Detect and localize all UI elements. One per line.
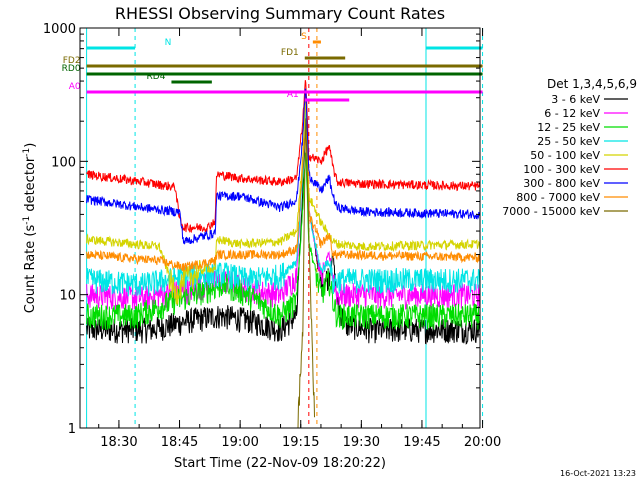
x-tick-label-5: 19:45: [403, 435, 440, 450]
series-line-2: [86, 152, 481, 330]
y-tick-label-0: 1: [68, 422, 76, 437]
y-tick-label-1: 10: [59, 289, 76, 304]
flag-label-5: RD4: [147, 72, 166, 82]
series-line-1: [86, 100, 481, 313]
y-axis-label-main: Count Rate (s: [23, 225, 38, 314]
legend-entry-2: 12 - 25 keV: [537, 121, 600, 134]
series-line-7: [86, 125, 481, 272]
legend-entry-6: 300 - 800 keV: [523, 177, 600, 190]
y-axis-label: Count Rate (s-1 detector-1): [22, 143, 38, 314]
series-line-6: [86, 88, 481, 245]
series-line-3: [86, 110, 481, 297]
flag-label-7: A1: [287, 90, 299, 100]
legend-entry-4: 50 - 100 keV: [530, 149, 600, 162]
x-tick-label-6: 20:00: [464, 435, 501, 450]
y-axis-label-mid: detector: [23, 156, 38, 216]
legend-entry-5: 100 - 300 keV: [523, 163, 600, 176]
series-line-8: [297, 118, 315, 429]
plot-area: [86, 28, 484, 429]
legend-entry-0: 3 - 6 keV: [551, 93, 600, 106]
y-axis-label-sup2: -1: [22, 148, 32, 157]
legend-entry-7: 800 - 7000 keV: [516, 191, 600, 204]
y-axis-label-end: ): [23, 143, 38, 148]
legend-entry-3: 25 - 50 keV: [537, 135, 600, 148]
flag-label-3: FD2: [63, 56, 81, 66]
plot-frame: [79, 27, 481, 429]
series-line-5: [86, 80, 481, 233]
y-tick-label-3: 1000: [43, 22, 76, 37]
y-tick-label-2: 100: [51, 155, 76, 170]
legend-entry-8: 7000 - 15000 keV: [502, 205, 600, 218]
series-line-4: [86, 95, 481, 305]
x-tick-label-3: 19:15: [282, 435, 319, 450]
chart-title: RHESSI Observing Summary Count Rates: [115, 4, 445, 23]
legend-title: Det 1,3,4,5,6,9: [547, 77, 637, 91]
flag-label-1: S: [301, 32, 307, 42]
flag-label-0: N: [165, 38, 172, 48]
x-tick-label-1: 18:45: [161, 435, 198, 450]
flag-label-4: RD0: [62, 64, 81, 74]
legend-entry-1: 6 - 12 keV: [544, 107, 600, 120]
x-tick-label-0: 18:30: [100, 435, 137, 450]
x-tick-label-4: 19:30: [343, 435, 380, 450]
y-axis-label-sup1: -1: [22, 216, 32, 225]
render-timestamp: 16-Oct-2021 13:23: [560, 469, 636, 478]
x-axis-label: Start Time (22-Nov-09 18:20:22): [174, 456, 386, 471]
flag-label-2: FD1: [281, 48, 299, 58]
flag-label-6: A0: [69, 82, 81, 92]
series-line-0: [86, 105, 481, 345]
x-tick-label-2: 19:00: [221, 435, 258, 450]
axis-ticks: 18:30 18:45 19:00 19:15 19:30 19:45 20:00 1 10 10…: [43, 22, 501, 450]
